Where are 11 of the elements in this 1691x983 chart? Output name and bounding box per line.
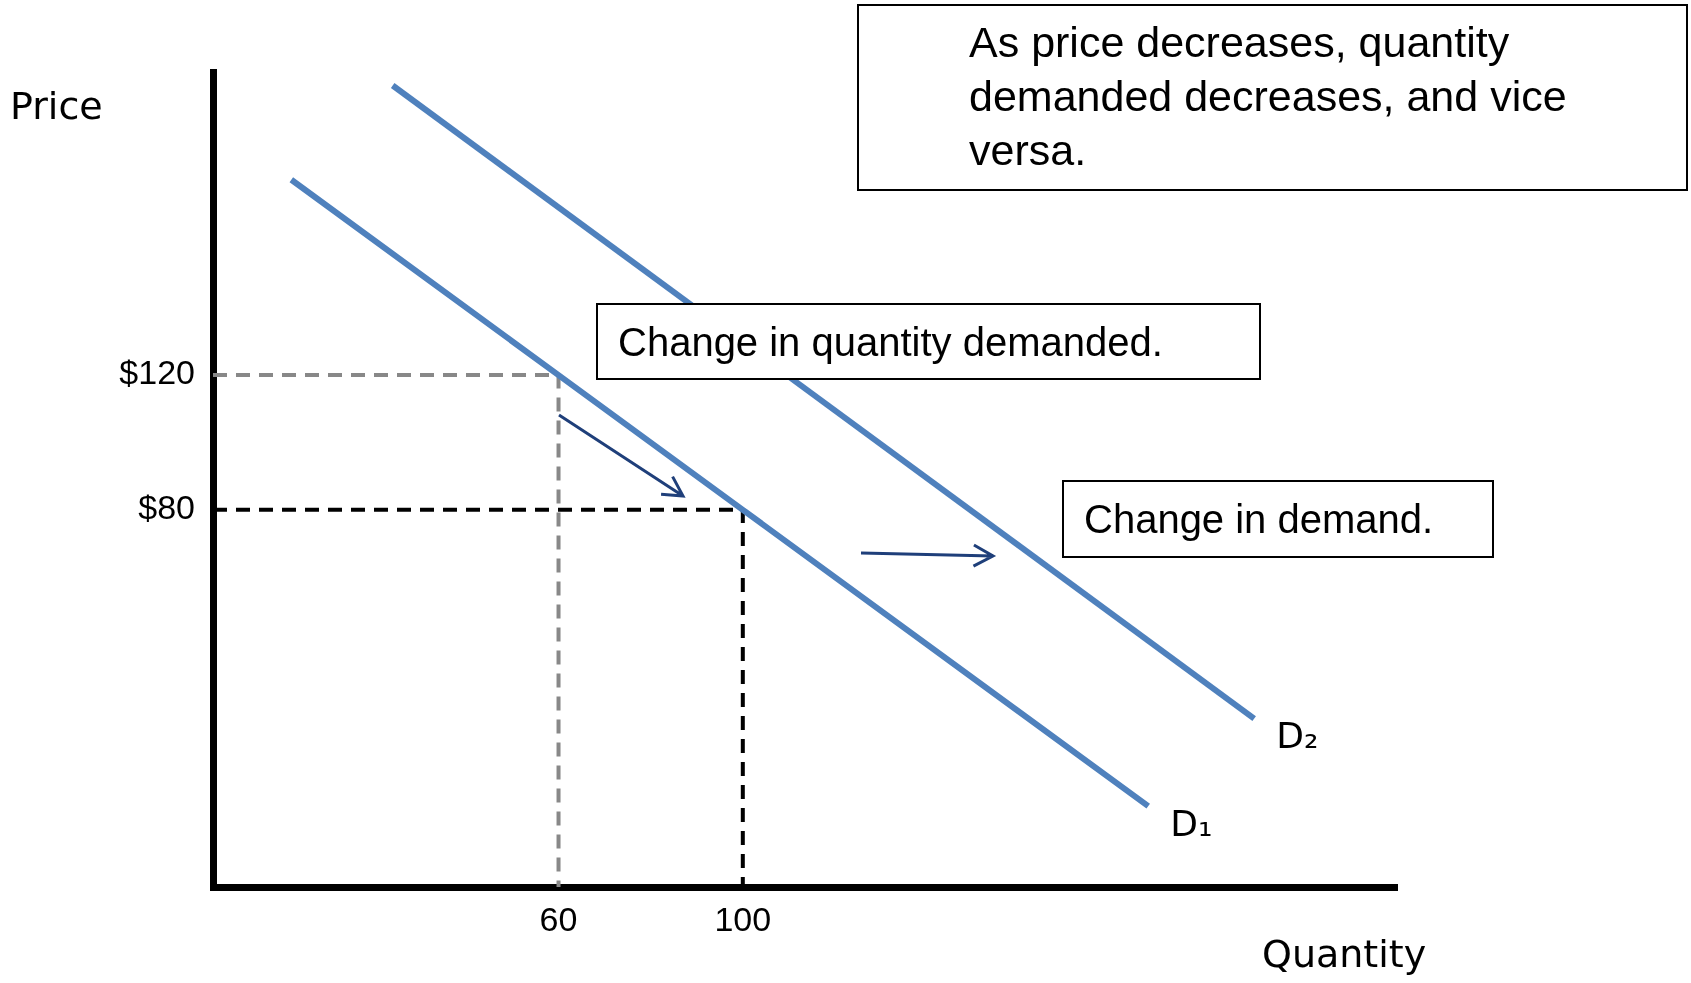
x-tick-label: 100 <box>714 899 772 938</box>
y-tick-label: $120 <box>119 353 195 392</box>
x-tick-label: 60 <box>539 899 578 938</box>
x-axis-title: Quantity <box>1262 932 1427 976</box>
y-tick-label: $80 <box>138 488 195 527</box>
series-label: D₁ <box>1170 802 1213 844</box>
text-box: Change in quantity demanded. <box>596 303 1261 380</box>
text-box: As price decreases, quantity demanded decreases, and vice versa. <box>857 4 1688 191</box>
series-label: D₂ <box>1276 714 1319 756</box>
y-axis-title: Price <box>10 84 103 128</box>
text-box: Change in demand. <box>1062 480 1494 558</box>
